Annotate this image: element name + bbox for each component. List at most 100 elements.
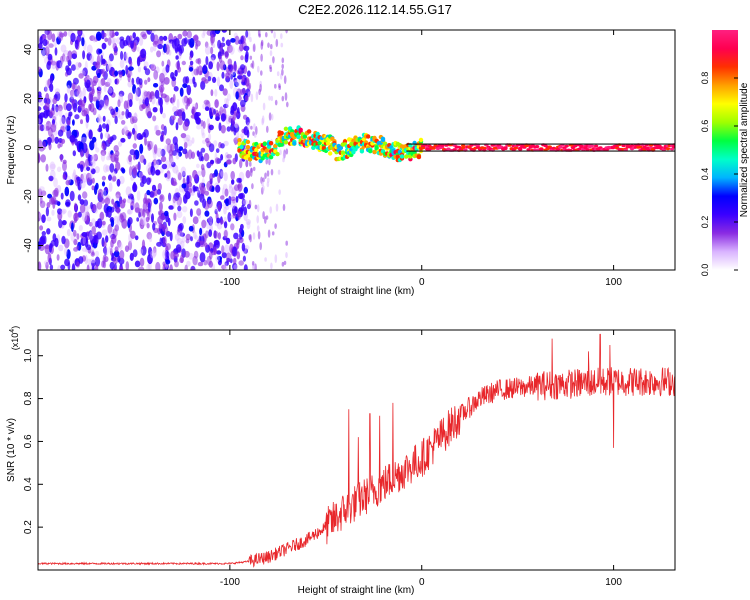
spectrogram-noise-cell	[199, 252, 206, 263]
spectrogram-noise-cell	[184, 191, 191, 200]
spectrogram-noise-cell	[97, 114, 101, 123]
spectrogram-noise-cell	[113, 145, 119, 152]
spectrogram-noise-cell	[109, 32, 116, 37]
spectrogram-noise-cell	[92, 80, 97, 87]
spectrogram-noise-cell	[106, 156, 110, 161]
spectrogram-noise-cell	[101, 229, 108, 236]
spectrogram-noise-cell	[175, 152, 180, 160]
spectrogram-noise-cell	[84, 215, 90, 225]
spectrogram-noise-cell	[134, 87, 139, 98]
spectrogram-noise-cell	[170, 157, 175, 165]
spectrogram-noise-cell	[76, 233, 80, 240]
spectrogram-noise-cell	[268, 158, 271, 166]
spectrogram-noise-cell	[151, 184, 157, 192]
spectrogram-noise-cell	[178, 146, 184, 152]
spectrogram-noise-cell	[180, 240, 185, 249]
spectrogram-ridge-cell	[283, 126, 289, 131]
spectrogram-noise-cell	[157, 183, 162, 191]
spectrogram-noise-cell	[240, 64, 246, 71]
spectrogram-noise-cell	[197, 65, 203, 76]
spectrogram-noise-cell	[143, 91, 149, 97]
spectrogram-ridge-cell	[283, 140, 289, 145]
spectrogram-noise-cell	[38, 106, 42, 112]
spectrogram-noise-cell	[81, 37, 85, 47]
spectrogram-noise-cell	[80, 148, 84, 158]
x-tick-label: -100	[220, 277, 240, 288]
x-tick-label: -100	[220, 577, 240, 588]
spectrogram-noise-cell	[54, 187, 59, 198]
spectrogram-noise-cell	[281, 95, 285, 102]
spectrogram-noise-cell	[251, 60, 255, 69]
spectrogram-noise-cell	[139, 143, 144, 154]
spectrogram-noise-cell	[115, 191, 121, 199]
spectrogram-noise-cell	[285, 30, 288, 34]
spectrogram-noise-cell	[66, 55, 70, 63]
spectrogram-noise-cell	[270, 44, 273, 50]
spectrogram-noise-cell	[251, 183, 254, 190]
spectrogram-noise-cell	[76, 245, 80, 250]
spectrogram-noise-cell	[86, 258, 92, 264]
spectrogram-noise-cell	[71, 64, 76, 71]
spectrogram-noise-cell	[208, 260, 213, 268]
spectrogram-noise-cell	[196, 208, 202, 216]
spectrogram-noise-cell	[119, 175, 125, 185]
snr-clip	[38, 333, 675, 568]
spectrogram-noise-cell	[213, 108, 217, 115]
spectrogram-noise-cell	[244, 53, 249, 63]
spectrogram-noise-cell	[222, 103, 229, 109]
spectrogram-ridge-cell	[461, 144, 466, 148]
spectrogram-noise-cell	[46, 202, 51, 208]
spectrogram-noise-cell	[39, 196, 43, 204]
spectrogram-frame	[37, 29, 676, 271]
spectrogram-noise-cell	[274, 99, 278, 106]
spectrogram-noise-cell	[107, 37, 112, 46]
spectrogram-noise-cell	[213, 140, 218, 147]
spectrogram-noise-cell	[234, 137, 238, 145]
spectrogram-noise-cell	[199, 227, 203, 236]
spectrogram-noise-cell	[242, 255, 246, 262]
spectrogram-noise-cell	[107, 57, 111, 67]
snr-y-ticks: 0.2 0.4 0.6 0.8 1.0	[23, 348, 43, 534]
spectrogram-noise-cell	[78, 141, 84, 152]
spectrogram-noise-cell	[196, 66, 199, 76]
spectrogram-noise-cell	[219, 84, 224, 92]
spectrogram-noise-cell	[260, 70, 263, 76]
spectrogram-noise-cell	[236, 177, 242, 183]
spectrogram-ridge-cell	[621, 144, 626, 148]
spectrogram-noise-cell	[61, 138, 66, 144]
spectrogram-noise-cell	[89, 258, 96, 264]
spectrogram-noise-cell	[206, 218, 212, 223]
spectrogram-noise-cell	[128, 166, 133, 176]
spectrogram-noise-cell	[181, 60, 186, 66]
spectrogram-noise-cell	[78, 225, 83, 232]
spectrogram-noise-cell	[286, 101, 289, 108]
spectrogram-noise-cell	[207, 199, 213, 209]
spectrogram-noise-cell	[81, 172, 88, 183]
spectrogram-noise-cell	[181, 38, 187, 47]
spectrogram-noise-cell	[122, 198, 127, 204]
spectrogram-noise-cell	[101, 58, 106, 65]
spectrogram-noise-cell	[220, 170, 224, 177]
y-tick-label: 1.0	[23, 348, 34, 362]
spectrogram-noise-cell	[62, 161, 67, 172]
spectrogram-noise-cell	[246, 121, 250, 131]
spectrogram-noise-cell	[175, 244, 182, 253]
spectrogram-noise-cell	[102, 115, 106, 122]
spectrogram-noise-cell	[177, 66, 182, 73]
spectrogram-noise-cell	[200, 147, 206, 153]
spectrogram-noise-cell	[56, 254, 60, 261]
spectrogram-noise-cell	[181, 111, 186, 121]
spectrogram-noise-cell	[66, 80, 72, 89]
spectrogram-noise-cell	[75, 61, 80, 71]
spectrogram-ridge-cell	[247, 157, 253, 162]
spectrogram-ridge-cell	[279, 142, 284, 147]
spectrogram-noise-cell	[225, 114, 231, 125]
spectrogram-noise-cell	[161, 156, 167, 163]
spectrogram-noise-cell	[242, 199, 248, 205]
spectrogram-ridge-cell	[418, 137, 424, 143]
spectrogram-noise-cell	[210, 46, 214, 55]
spectrogram-noise-cell	[180, 133, 187, 139]
spectrogram-noise-cell	[178, 230, 184, 237]
spectrogram-noise-cell	[106, 30, 113, 38]
spectrogram-noise-cell	[96, 218, 103, 229]
